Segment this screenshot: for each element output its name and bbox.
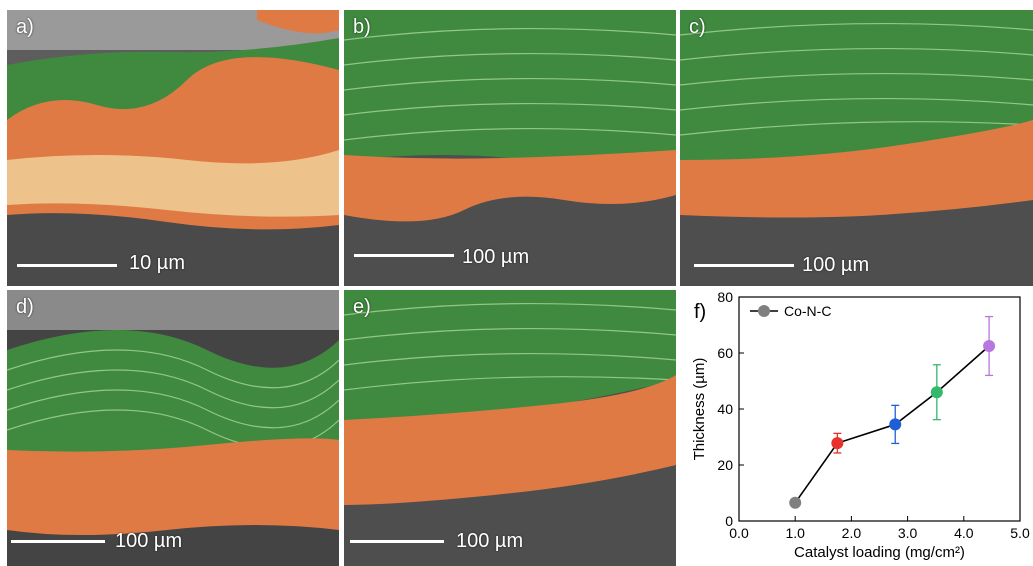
y-tick-label: 0: [725, 513, 733, 529]
x-tick-label: 4.0: [954, 525, 974, 541]
data-point: [983, 340, 996, 352]
legend-marker: [758, 305, 770, 317]
scale-bar-b: [354, 254, 454, 257]
sem-image-c: [680, 10, 1033, 286]
sem-panel-b: b) 100 µm: [344, 10, 676, 286]
chart-legend: Co-N-C: [750, 303, 831, 319]
legend-label: Co-N-C: [784, 303, 831, 319]
sem-panel-d: d) 100 µm: [7, 290, 339, 566]
y-tick-label: 80: [717, 289, 733, 305]
y-axis-label: Thickness (µm): [691, 358, 708, 461]
sem-panel-a: a) 10 µm: [7, 10, 339, 286]
data-point: [789, 496, 802, 509]
sem-panel-c: c) 100 µm: [680, 10, 1033, 286]
scale-bar-e: [350, 540, 444, 543]
scale-label-d: 100 µm: [115, 530, 183, 552]
chart-marks: [789, 315, 996, 509]
scale-label-c: 100 µm: [802, 254, 870, 276]
panel-label-e: e): [353, 296, 371, 318]
x-tick-label: 3.0: [898, 525, 918, 541]
sem-image-d: [7, 290, 339, 566]
scale-label-e: 100 µm: [456, 530, 524, 552]
sem-image-e: [344, 290, 676, 566]
thickness-chart: f) 0.0 1.0 2.0 3.0 4.0 5.0 0 20 40 60 80 Co-N-C Ca…: [691, 289, 1030, 561]
y-tick-label: 40: [717, 401, 733, 417]
plot-frame: [738, 296, 1021, 522]
panel-label-b: b): [353, 16, 371, 38]
scale-label-b: 100 µm: [462, 246, 530, 268]
data-point: [889, 418, 902, 431]
panel-label-d: d): [16, 296, 34, 318]
scale-bar-d: [11, 540, 105, 543]
y-tick-label: 20: [717, 457, 733, 473]
y-tick-label: 60: [717, 345, 733, 361]
scale-label-a: 10 µm: [129, 252, 185, 274]
panel-label-c: c): [689, 16, 706, 38]
sem-image-b: [344, 10, 676, 286]
scale-bar-c: [694, 264, 794, 267]
x-tick-label: 2.0: [842, 525, 862, 541]
scale-bar-a: [17, 264, 117, 267]
panel-label-f: f): [694, 301, 706, 323]
panel-label-a: a): [16, 16, 34, 38]
data-point: [930, 386, 943, 399]
sem-image-a: [7, 10, 339, 286]
x-tick-label: 1.0: [785, 525, 805, 541]
x-tick-label: 0.0: [729, 525, 749, 541]
x-axis-label: Catalyst loading (mg/cm²): [794, 544, 965, 561]
x-tick-label: 5.0: [1010, 525, 1030, 541]
chart-axes: 0.0 1.0 2.0 3.0 4.0 5.0 0 20 40 60 80: [717, 289, 1030, 541]
data-point: [831, 437, 844, 450]
sem-panel-e: e) 100 µm: [344, 290, 676, 566]
